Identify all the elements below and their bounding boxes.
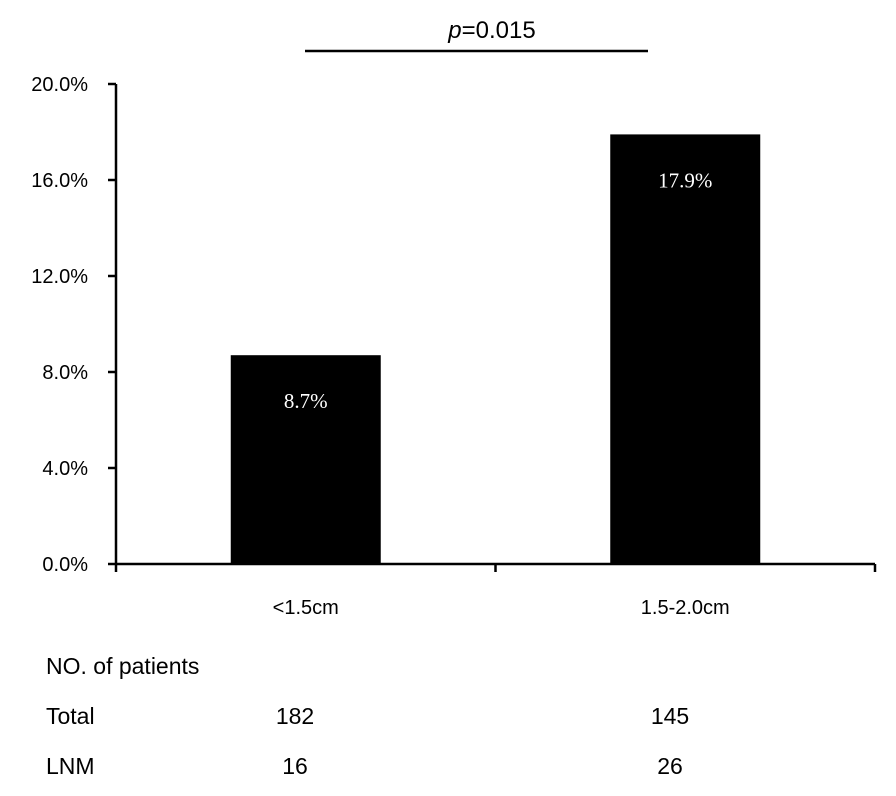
- total-value-small: 182: [276, 703, 314, 729]
- row-label-total: Total: [46, 703, 95, 729]
- lnm-value-large: 26: [657, 753, 683, 779]
- p-value-label: p=0.015: [447, 17, 535, 44]
- bar: [230, 355, 381, 564]
- x-axis: <1.5cm 1.5-2.0cm: [114, 562, 877, 619]
- y-tick-label: 8.0%: [42, 362, 88, 384]
- lnm-value-small: 16: [282, 753, 308, 779]
- table-heading: NO. of patients: [46, 653, 199, 679]
- total-value-large: 145: [651, 703, 689, 729]
- y-axis: 0.0% 4.0% 8.0% 12.0% 16.0% 20.0%: [31, 74, 118, 576]
- x-category-label: <1.5cm: [273, 597, 339, 619]
- y-tick-label: 12.0%: [31, 266, 88, 288]
- x-category-label: 1.5-2.0cm: [641, 597, 730, 619]
- bar-value-label: 8.7%: [284, 389, 328, 413]
- row-label-lnm: LNM: [46, 753, 95, 779]
- y-tick-label: 16.0%: [31, 170, 88, 192]
- bar: [610, 134, 761, 564]
- y-tick-label: 4.0%: [42, 458, 88, 480]
- y-tick-label: 0.0%: [42, 554, 88, 576]
- bars: 8.7% 17.9%: [230, 134, 761, 564]
- bar-value-label: 17.9%: [658, 168, 712, 192]
- y-tick-label: 20.0%: [31, 74, 88, 96]
